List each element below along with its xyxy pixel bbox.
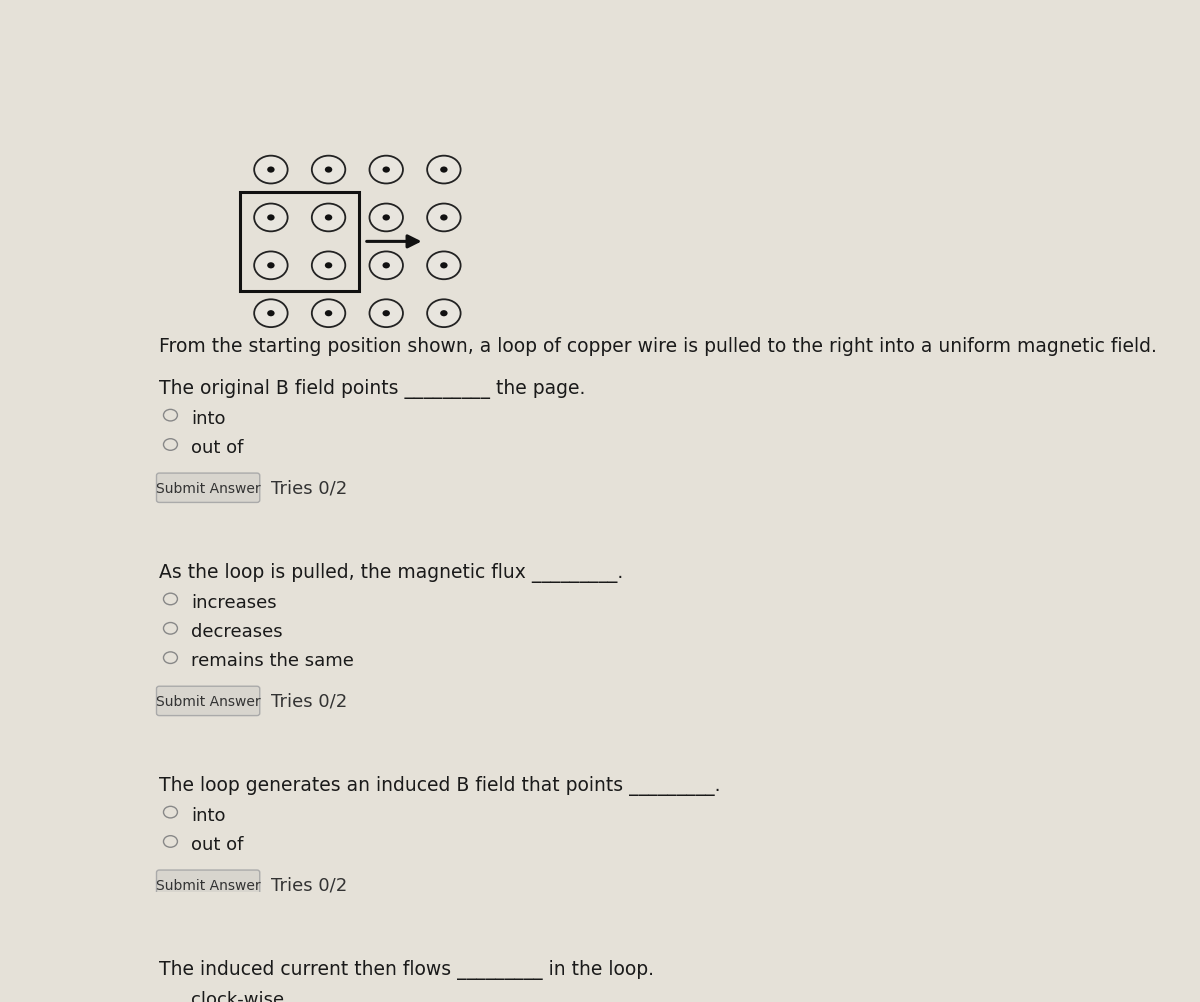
- Text: The induced current then flows _________ in the loop.: The induced current then flows _________…: [160, 959, 654, 979]
- FancyBboxPatch shape: [156, 686, 259, 715]
- Circle shape: [440, 311, 448, 317]
- Text: increases: increases: [191, 593, 276, 611]
- Circle shape: [440, 215, 448, 221]
- Circle shape: [268, 215, 275, 221]
- Circle shape: [312, 156, 346, 184]
- Circle shape: [370, 300, 403, 328]
- Circle shape: [325, 311, 332, 317]
- Text: Submit Answer: Submit Answer: [156, 694, 260, 708]
- Circle shape: [440, 263, 448, 270]
- Circle shape: [254, 300, 288, 328]
- Circle shape: [268, 167, 275, 173]
- Circle shape: [370, 253, 403, 280]
- Circle shape: [383, 167, 390, 173]
- FancyBboxPatch shape: [156, 474, 259, 503]
- Text: The loop generates an induced B field that points _________.: The loop generates an induced B field th…: [160, 776, 721, 796]
- Text: From the starting position shown, a loop of copper wire is pulled to the right i: From the starting position shown, a loop…: [160, 337, 1157, 356]
- Circle shape: [254, 204, 288, 232]
- Circle shape: [440, 167, 448, 173]
- Circle shape: [254, 156, 288, 184]
- Text: out of: out of: [191, 439, 244, 457]
- Circle shape: [427, 156, 461, 184]
- Circle shape: [325, 215, 332, 221]
- Text: into: into: [191, 410, 226, 428]
- Text: Submit Answer: Submit Answer: [156, 878, 260, 892]
- Circle shape: [427, 204, 461, 232]
- Text: The original B field points _________ the page.: The original B field points _________ th…: [160, 379, 586, 399]
- Circle shape: [268, 263, 275, 270]
- Text: into: into: [191, 807, 226, 824]
- Circle shape: [427, 253, 461, 280]
- Text: clock-wise: clock-wise: [191, 990, 284, 1002]
- Text: As the loop is pulled, the magnetic flux _________.: As the loop is pulled, the magnetic flux…: [160, 562, 624, 582]
- Circle shape: [325, 263, 332, 270]
- Circle shape: [383, 311, 390, 317]
- Circle shape: [383, 263, 390, 270]
- Circle shape: [312, 300, 346, 328]
- Circle shape: [370, 156, 403, 184]
- Circle shape: [370, 204, 403, 232]
- Text: decreases: decreases: [191, 622, 282, 640]
- Text: Tries 0/2: Tries 0/2: [271, 479, 347, 497]
- Text: Tries 0/2: Tries 0/2: [271, 876, 347, 894]
- Text: Submit Answer: Submit Answer: [156, 481, 260, 495]
- Text: Tries 0/2: Tries 0/2: [271, 692, 347, 710]
- Text: out of: out of: [191, 836, 244, 854]
- FancyBboxPatch shape: [156, 870, 259, 900]
- Circle shape: [325, 167, 332, 173]
- Circle shape: [312, 204, 346, 232]
- Circle shape: [268, 311, 275, 317]
- Text: remains the same: remains the same: [191, 652, 354, 669]
- Circle shape: [383, 215, 390, 221]
- Circle shape: [254, 253, 288, 280]
- Bar: [240, 192, 359, 292]
- Circle shape: [427, 300, 461, 328]
- Circle shape: [312, 253, 346, 280]
